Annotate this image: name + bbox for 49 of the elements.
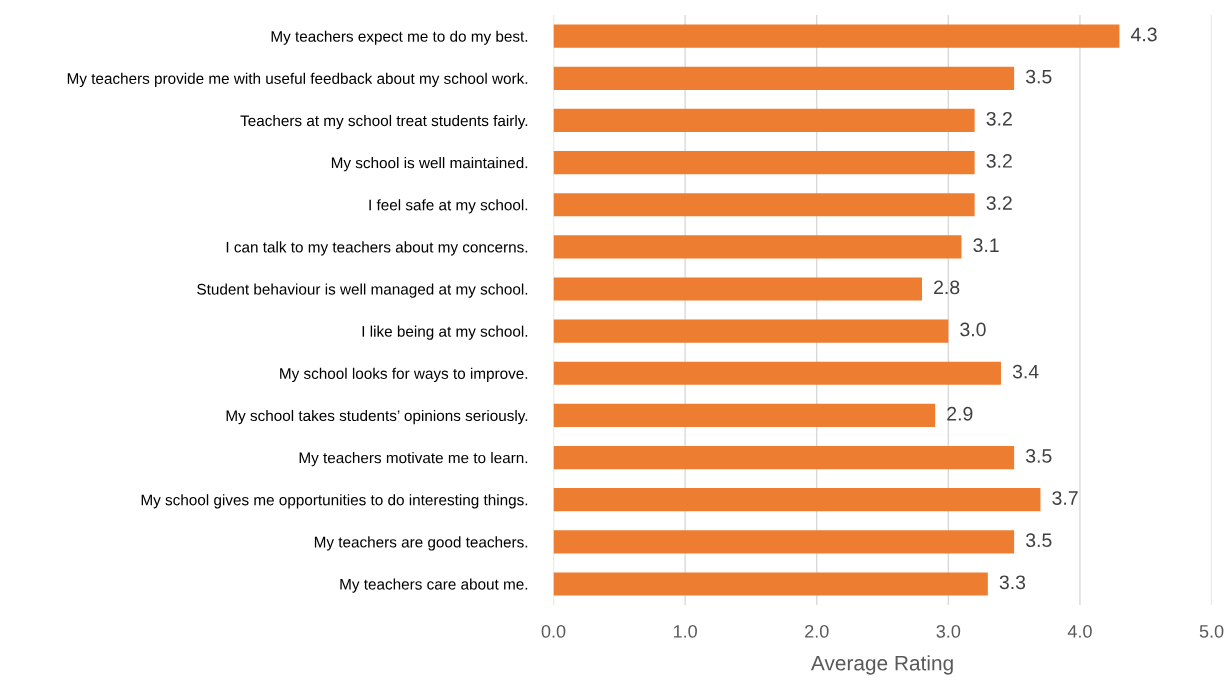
y-tick-label: My school is well maintained. (331, 157, 528, 172)
bar (553, 24, 1120, 48)
y-tick-label: I feel safe at my school. (369, 199, 528, 214)
bar (553, 403, 936, 428)
data-label: 2.8 (934, 280, 960, 295)
y-tick-label: My teachers motivate me to learn. (299, 452, 528, 467)
x-tick-label: 3.0 (936, 624, 961, 638)
data-label: 3.3 (999, 575, 1026, 590)
bar (553, 277, 923, 301)
y-tick-label: My school gives me opportunities to do interesting things. (141, 494, 528, 509)
x-tick-label: 0.0 (541, 624, 566, 638)
bar (553, 445, 1015, 470)
y-tick-label: My school looks for ways to improve. (280, 367, 528, 382)
data-label: 3.5 (1025, 69, 1052, 84)
bar (553, 530, 1015, 554)
bar (553, 361, 1001, 385)
data-label: 3.2 (986, 111, 1012, 126)
y-tick-label: My teachers expect me to do my best. (271, 30, 528, 45)
y-tick-label: My teachers care about me. (340, 578, 528, 593)
y-tick-label: I like being at my school. (362, 325, 528, 340)
y-tick-label: My teachers are good teachers. (314, 536, 528, 551)
x-axis-title: Average Rating (810, 655, 953, 675)
y-tick-label: My school takes students’ opinions seriously. (226, 409, 528, 425)
bar (553, 572, 988, 596)
data-label: 3.5 (1025, 533, 1052, 548)
data-label: 3.1 (973, 238, 999, 253)
y-tick-label: My teachers provide me with useful feedback about my school work. (67, 72, 528, 88)
bar (553, 66, 1015, 90)
x-tick-label: 1.0 (673, 624, 697, 638)
x-tick-label: 4.0 (1067, 624, 1092, 638)
bar (553, 488, 1041, 512)
x-tick-label: 5.0 (1199, 624, 1224, 638)
data-label: 2.9 (947, 406, 973, 421)
x-tick-label: 2.0 (805, 624, 829, 638)
data-label: 4.3 (1130, 27, 1157, 42)
bar (553, 108, 975, 133)
bar (553, 150, 975, 175)
data-label: 3.2 (986, 154, 1012, 168)
y-tick-label: Student behaviour is well managed at my school. (197, 283, 528, 298)
bar (553, 193, 975, 217)
data-label: 3.0 (960, 322, 986, 337)
data-label: 3.4 (1012, 364, 1039, 379)
bar (553, 319, 949, 343)
data-label: 3.2 (986, 196, 1012, 210)
y-tick-label: I can talk to my teachers about my concerns. (226, 241, 528, 256)
bar (553, 235, 962, 259)
data-label: 3.5 (1025, 449, 1052, 463)
y-tick-label: Teachers at my school treat students fairly. (240, 114, 528, 130)
data-label: 3.7 (1052, 491, 1078, 505)
